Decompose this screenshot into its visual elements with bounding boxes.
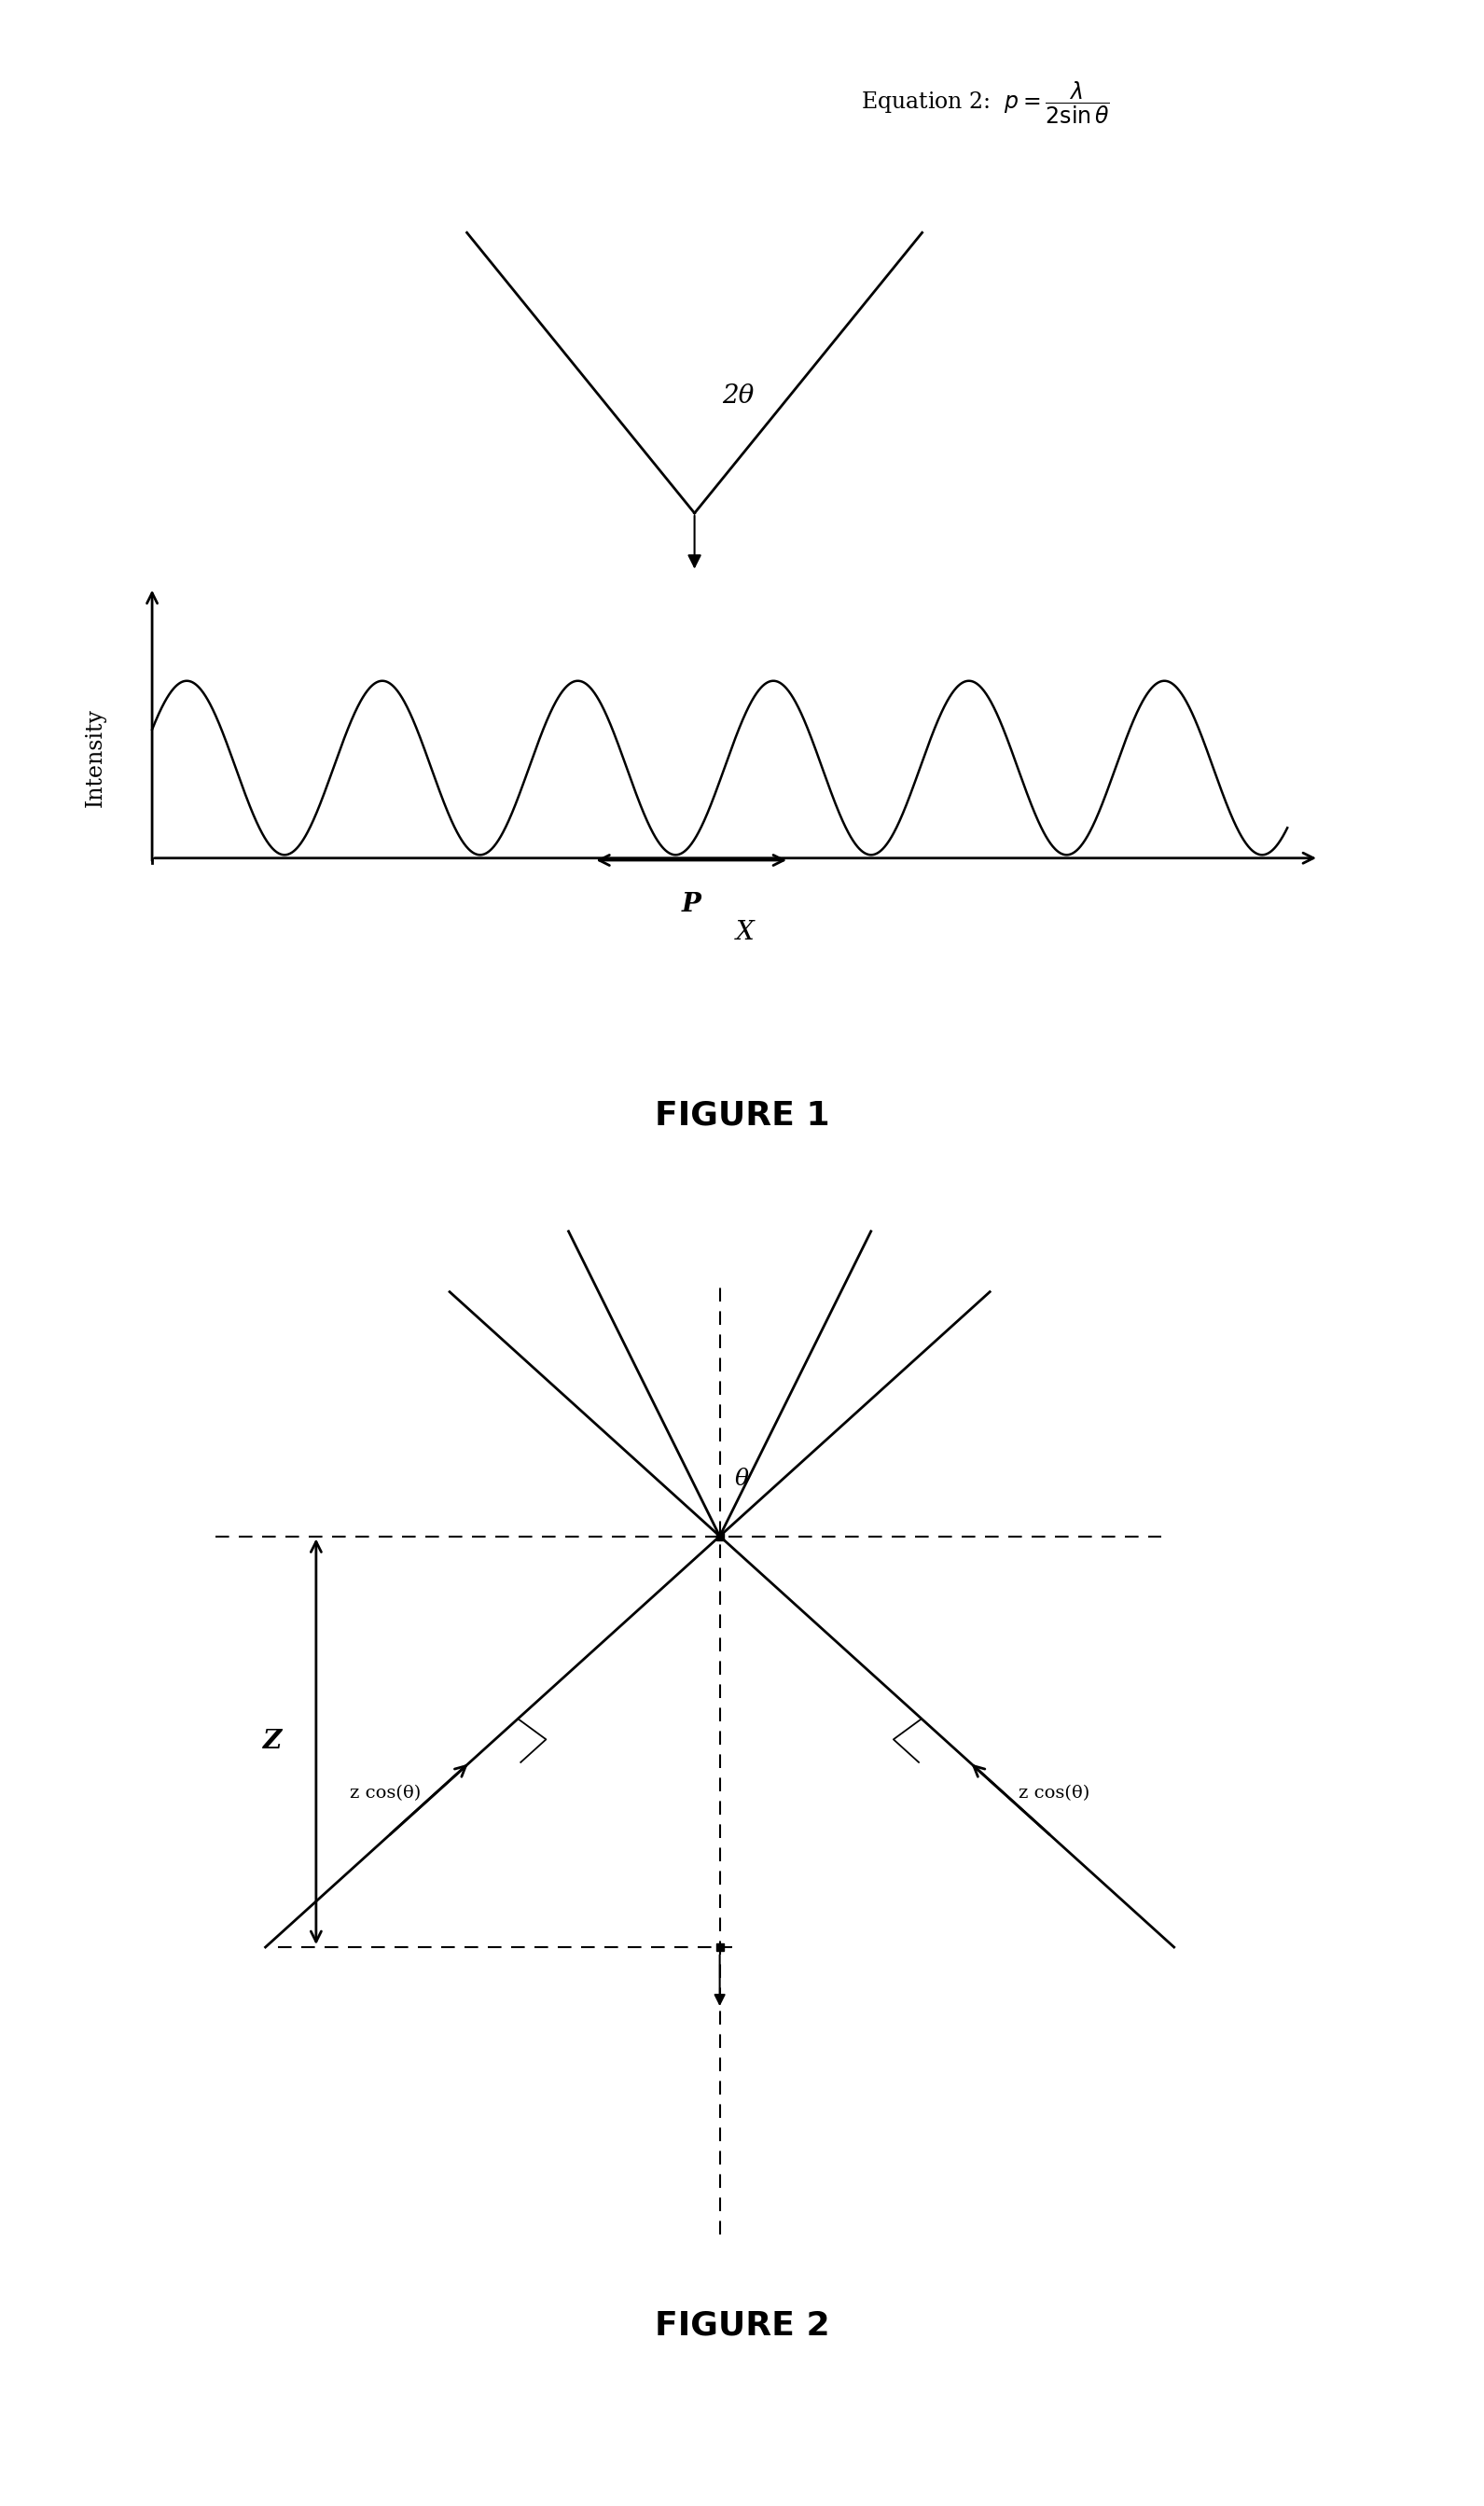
Text: FIGURE 2: FIGURE 2 bbox=[654, 2311, 830, 2341]
Text: FIGURE 1: FIGURE 1 bbox=[654, 1100, 830, 1130]
Text: θ: θ bbox=[735, 1469, 749, 1491]
Text: X: X bbox=[736, 920, 754, 945]
Text: z cos(θ): z cos(θ) bbox=[350, 1784, 421, 1802]
Text: z cos(θ): z cos(θ) bbox=[1018, 1784, 1089, 1802]
Text: Intensity: Intensity bbox=[85, 707, 105, 807]
Text: P: P bbox=[681, 892, 700, 917]
Text: 2θ: 2θ bbox=[723, 383, 754, 408]
Text: Z: Z bbox=[263, 1729, 282, 1754]
Text: Equation 2:  $p = \dfrac{\lambda}{2\sin\theta}$: Equation 2: $p = \dfrac{\lambda}{2\sin\t… bbox=[861, 80, 1110, 125]
